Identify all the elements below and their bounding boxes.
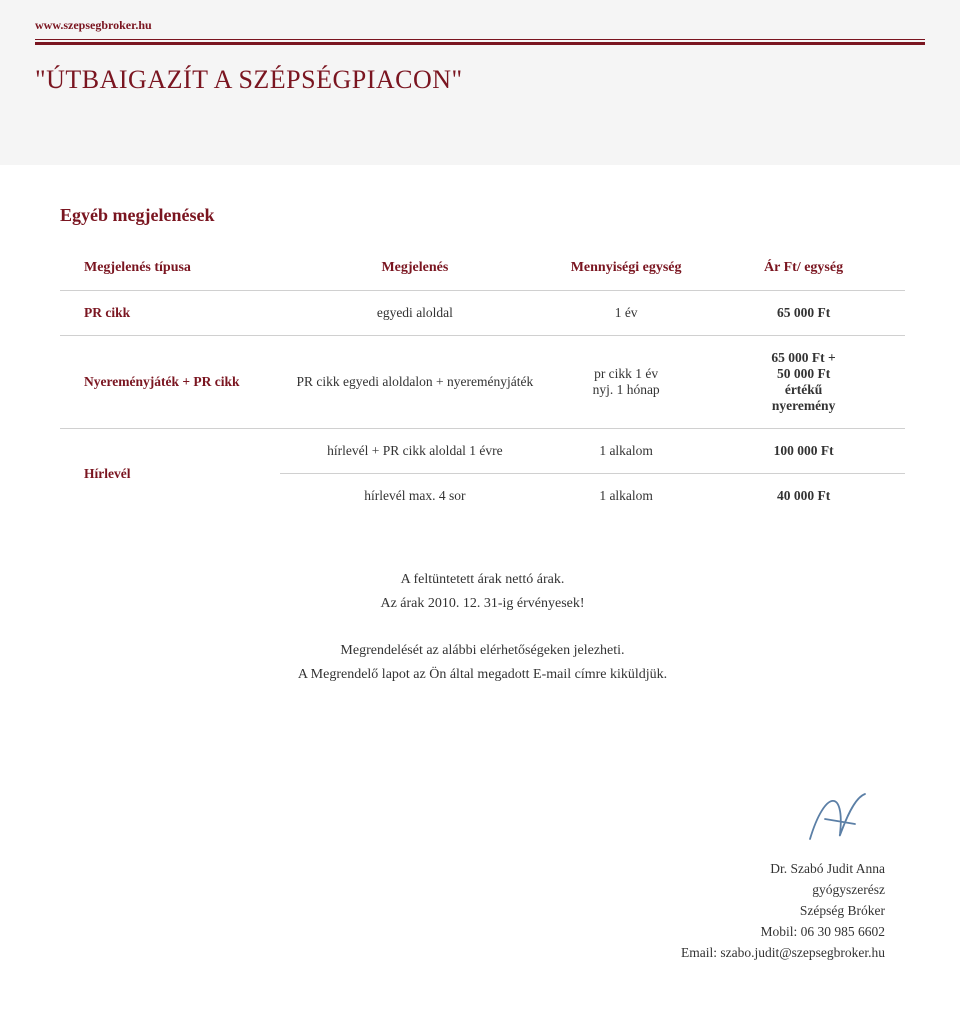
cell: hírlevél max. 4 sor <box>280 474 550 519</box>
cell: 40 000 Ft <box>702 474 905 519</box>
cell: 1 év <box>550 291 702 336</box>
cell: pr cikk 1 év nyj. 1 hónap <box>550 336 702 429</box>
pricing-table: Megjelenés típusa Megjelenés Mennyiségi … <box>60 246 905 518</box>
signer-role: gyógyszerész <box>681 880 885 901</box>
col-header: Megjelenés típusa <box>60 246 280 291</box>
table-row: PR cikk egyedi aloldal 1 év 65 000 Ft <box>60 291 905 336</box>
cell: PR cikk <box>60 291 280 336</box>
cell: egyedi aloldal <box>280 291 550 336</box>
col-header: Mennyiségi egység <box>550 246 702 291</box>
signer-email: Email: szabo.judit@szepsegbroker.hu <box>681 943 885 964</box>
cell: 65 000 Ft <box>702 291 905 336</box>
table-row: Hírlevél hírlevél + PR cikk aloldal 1 év… <box>60 429 905 474</box>
signature-icon <box>795 779 885 849</box>
col-header: Ár Ft/ egység <box>702 246 905 291</box>
cell: 65 000 Ft + 50 000 Ft értékű nyeremény <box>702 336 905 429</box>
cell: Nyereményjáték + PR cikk <box>60 336 280 429</box>
cell: 100 000 Ft <box>702 429 905 474</box>
cell: Hírlevél <box>60 429 280 519</box>
content-area: Egyéb megjelenések Megjelenés típusa Meg… <box>0 165 960 707</box>
cell: hírlevél + PR cikk aloldal 1 évre <box>280 429 550 474</box>
header-block: www.szepsegbroker.hu "ÚTBAIGAZÍT A SZÉPS… <box>0 0 960 165</box>
table-header-row: Megjelenés típusa Megjelenés Mennyiségi … <box>60 246 905 291</box>
note-line: A Megrendelő lapot az Ön által megadott … <box>60 663 905 687</box>
signature-block: Dr. Szabó Judit Anna gyógyszerész Szépsé… <box>681 779 885 964</box>
table-row: Nyereményjáték + PR cikk PR cikk egyedi … <box>60 336 905 429</box>
section-heading: Egyéb megjelenések <box>60 205 905 226</box>
cell: 1 alkalom <box>550 429 702 474</box>
signer-phone: Mobil: 06 30 985 6602 <box>681 922 885 943</box>
signer-company: Szépség Bróker <box>681 901 885 922</box>
note-line: Az árak 2010. 12. 31-ig érvényesek! <box>60 592 905 616</box>
main-title: "ÚTBAIGAZÍT A SZÉPSÉGPIACON" <box>35 65 925 95</box>
signer-name: Dr. Szabó Judit Anna <box>681 859 885 880</box>
site-url: www.szepsegbroker.hu <box>35 18 925 33</box>
header-rules <box>35 39 925 45</box>
note-line: Megrendelését az alábbi elérhetőségeken … <box>60 639 905 663</box>
cell: PR cikk egyedi aloldalon + nyereményjáté… <box>280 336 550 429</box>
note-line: A feltüntetett árak nettó árak. <box>60 568 905 592</box>
col-header: Megjelenés <box>280 246 550 291</box>
cell: 1 alkalom <box>550 474 702 519</box>
notes-block: A feltüntetett árak nettó árak. Az árak … <box>60 568 905 687</box>
